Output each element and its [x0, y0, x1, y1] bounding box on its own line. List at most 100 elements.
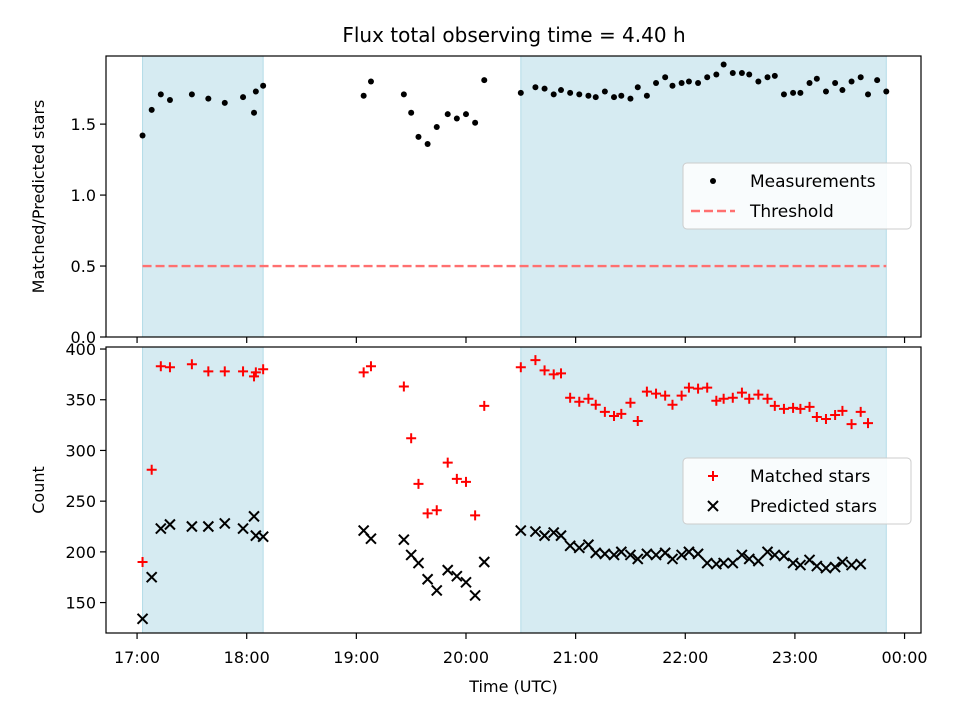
- data-point: [444, 111, 451, 118]
- data-point: [413, 478, 424, 489]
- data-point: [608, 549, 620, 561]
- data-point: [408, 109, 415, 116]
- data-point: [720, 61, 727, 68]
- data-point: [517, 89, 524, 96]
- data-point: [136, 613, 149, 625]
- data-point: [666, 553, 679, 565]
- data-point: [539, 365, 550, 376]
- data-point: [769, 549, 781, 561]
- data-point: [837, 405, 848, 416]
- y-axis-label: Matched/Predicted stars: [29, 100, 48, 294]
- data-point: [744, 393, 755, 404]
- data-point: [137, 557, 148, 568]
- data-point: [166, 96, 173, 103]
- data-point: [676, 390, 687, 401]
- legend-marker: [710, 178, 716, 184]
- x-tick-label: 18:00: [224, 648, 270, 667]
- data-point: [258, 364, 269, 375]
- legend: Measurements Threshold: [682, 162, 912, 230]
- data-point: [548, 369, 559, 380]
- data-point: [146, 464, 157, 475]
- data-point: [693, 383, 704, 394]
- data-point: [139, 132, 146, 139]
- x-tick-label: 00:00: [881, 648, 927, 667]
- y-tick-label: 300: [65, 441, 96, 460]
- data-point: [616, 408, 627, 419]
- data-point: [590, 547, 602, 559]
- data-point: [718, 393, 729, 404]
- data-point: [453, 115, 460, 122]
- data-point: [415, 133, 422, 140]
- legend-label: Threshold: [749, 202, 834, 222]
- y-axis-label: Count: [29, 466, 48, 514]
- data-point: [822, 88, 829, 95]
- data-point: [257, 530, 269, 543]
- data-point: [820, 414, 831, 425]
- data-point: [460, 576, 472, 588]
- data-point: [632, 416, 643, 427]
- data-point: [660, 390, 671, 401]
- legend-box: [682, 457, 912, 525]
- data-point: [761, 546, 774, 558]
- data-point: [424, 140, 431, 147]
- data-point: [433, 123, 440, 130]
- data-point: [148, 106, 155, 113]
- data-point: [651, 388, 662, 399]
- data-point: [398, 533, 410, 546]
- series-matched-stars: [137, 355, 874, 568]
- data-point: [865, 91, 872, 98]
- data-point: [848, 78, 855, 85]
- data-point: [653, 79, 660, 86]
- data-point: [442, 564, 454, 576]
- data-point: [547, 526, 560, 539]
- data-point: [599, 406, 610, 417]
- data-point: [532, 84, 539, 91]
- data-point: [186, 520, 198, 533]
- y-tick-label: 0.5: [71, 257, 96, 276]
- data-point: [469, 589, 481, 602]
- data-point: [755, 78, 762, 85]
- shaded-interval: [142, 55, 264, 338]
- data-point: [667, 399, 678, 410]
- y-tick-label: 200: [65, 543, 96, 562]
- data-point: [736, 549, 748, 561]
- data-point: [365, 532, 377, 545]
- data-point: [790, 89, 797, 96]
- data-point: [237, 522, 249, 535]
- legend-label: Matched stars: [750, 467, 870, 487]
- x-tick-label: 21:00: [553, 648, 599, 667]
- data-point: [736, 387, 747, 398]
- plot-frame: [105, 55, 922, 338]
- y-tick-label: 1.0: [71, 186, 96, 205]
- data-point: [683, 382, 694, 393]
- data-point: [202, 520, 215, 533]
- data-point: [764, 74, 771, 81]
- data-point: [702, 382, 713, 393]
- data-point: [365, 361, 376, 372]
- data-point: [155, 361, 166, 372]
- data-point: [727, 557, 739, 569]
- data-point: [813, 75, 820, 82]
- data-point: [358, 367, 369, 378]
- series-measurements: [139, 61, 890, 147]
- data-point: [704, 74, 711, 81]
- legend-marker: [708, 471, 718, 481]
- x-tick-label: 17:00: [114, 648, 160, 667]
- data-point: [550, 91, 557, 98]
- data-point: [592, 94, 599, 101]
- data-point: [238, 366, 249, 377]
- y-tick-label: 250: [65, 492, 96, 511]
- data-point: [541, 85, 548, 92]
- data-point: [219, 517, 231, 530]
- data-point: [683, 546, 695, 558]
- data-point: [565, 392, 576, 403]
- data-point: [442, 457, 453, 468]
- data-point: [530, 355, 541, 366]
- data-point: [743, 553, 755, 565]
- data-point: [806, 79, 813, 86]
- data-point: [406, 433, 417, 444]
- data-point: [846, 419, 857, 430]
- data-point: [727, 392, 738, 403]
- data-point: [367, 78, 374, 85]
